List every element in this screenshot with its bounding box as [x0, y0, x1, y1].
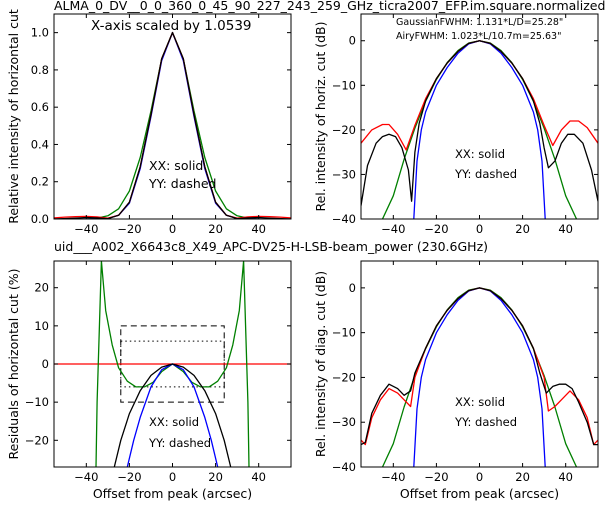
panel-top-right: −40 −20 0 20 40 0 −10 −20 −30 −40 Rel. intensity o…: [313, 13, 599, 236]
legend-text: XX: solid: [455, 147, 505, 161]
x-tick-label: −40: [74, 222, 98, 236]
series-line-green: [381, 287, 578, 467]
scale-annotation: X-axis scaled by 1.0539: [91, 18, 252, 34]
x-tick-label: −20: [117, 470, 141, 484]
figure-subtitle: uid___A002_X6643c8_X49_APC-DV25-H-LSB-be…: [54, 239, 488, 254]
y-tick-label: 1.0: [31, 26, 49, 40]
plot-area: [54, 31, 291, 219]
x-tick-label: 20: [515, 222, 530, 236]
y-tick-label: −20: [25, 433, 49, 447]
series-line-red: [361, 40, 598, 151]
x-tick-label: −40: [381, 222, 405, 236]
x-tick-label: −20: [424, 470, 448, 484]
x-tick-label: 0: [169, 470, 176, 484]
x-tick-label: 40: [558, 222, 573, 236]
series-line-black: [113, 363, 232, 467]
y-tick-label: 0.0: [31, 212, 49, 226]
y-tick-label: 20: [34, 281, 49, 295]
x-tick-label: 20: [208, 222, 223, 236]
figure-title: ALMA_0_DV__0_0_360_0_45_90_227_243_259_G…: [54, 0, 605, 13]
panel-bottom-right: −40 −20 0 20 40 0 −10 −20 −30 −40 Rel. intensity o…: [313, 260, 599, 501]
y-tick-label: 0: [349, 34, 356, 48]
x-tick-label: −40: [381, 470, 405, 484]
series-line-blue: [413, 287, 546, 467]
x-tick-label: 20: [515, 470, 530, 484]
y-tick-label: −10: [332, 78, 356, 92]
series-line-black: [361, 287, 598, 446]
y-tick-label: 0: [349, 281, 356, 295]
y-tick-label: −20: [332, 370, 356, 384]
y-axis-label: Rel. intensity of horiz. cut (dB): [313, 21, 328, 211]
y-tick-label: −40: [332, 212, 356, 226]
series-line-blue: [413, 40, 546, 219]
y-tick-label: −20: [332, 123, 356, 137]
plot-frame: [360, 13, 599, 220]
plot-area: [361, 287, 598, 467]
y-tick-label: −30: [332, 415, 356, 429]
plot-area: [54, 261, 291, 467]
x-tick-label: 40: [558, 470, 573, 484]
series-line-green: [54, 31, 291, 219]
x-tick-label: −40: [74, 470, 98, 484]
y-tick-label: −10: [332, 326, 356, 340]
y-tick-label: 0.4: [31, 137, 49, 151]
plot-area: [361, 40, 598, 219]
legend-text: YY: dashed: [454, 167, 517, 181]
panel-bottom-left: −40 −20 0 20 40 20 10 0 −10 −20 Residuals of horiz…: [6, 260, 292, 501]
y-tick-label: 0.8: [31, 63, 49, 77]
fwhm-note-blue: AiryFWHM: 1.023*L/10.7m=25.63": [396, 31, 561, 42]
y-tick-label: −30: [332, 167, 356, 181]
y-axis-label: Relative intensity of horizontal cut: [6, 9, 21, 224]
legend-text: XX: solid: [149, 415, 199, 429]
x-axis-label: Offset from peak (arcsec): [93, 486, 252, 501]
legend-text: XX: solid: [149, 158, 203, 173]
x-tick-label: −20: [424, 222, 448, 236]
x-tick-label: 40: [251, 222, 266, 236]
series-line-black: [361, 40, 598, 206]
x-tick-label: 0: [476, 470, 483, 484]
y-tick-label: 0: [42, 357, 49, 371]
y-tick-label: −40: [332, 460, 356, 474]
legend-text: YY: dashed: [148, 176, 216, 191]
y-tick-label: 10: [34, 319, 49, 333]
x-tick-label: −20: [117, 222, 141, 236]
series-line-blue: [54, 31, 291, 219]
panel-top-left: −40 −20 0 20 40 0.0 0.2 0.4 0.6 0.8 1.0 Relative in…: [6, 9, 292, 236]
x-axis-label: Offset from peak (arcsec): [400, 486, 559, 501]
plot-frame: [360, 260, 599, 468]
legend-text: YY: dashed: [454, 415, 517, 429]
y-tick-label: 0.6: [31, 100, 49, 114]
series-line-black: [54, 31, 291, 219]
x-tick-label: 0: [476, 222, 483, 236]
x-tick-label: 40: [251, 470, 266, 484]
y-tick-label: −10: [25, 395, 49, 409]
y-tick-label: 0.2: [31, 175, 49, 189]
y-axis-label: Rel. intensity of diag. cut (dB): [313, 271, 328, 457]
fwhm-note-green: GaussianFWHM: 1.131*L/D=25.28": [396, 17, 563, 28]
y-axis-label: Residuals of horizontal cut (%): [6, 269, 21, 460]
x-tick-label: 0: [169, 222, 176, 236]
legend-text: YY: dashed: [148, 436, 211, 450]
legend-text: XX: solid: [455, 395, 505, 409]
x-tick-label: 20: [208, 470, 223, 484]
